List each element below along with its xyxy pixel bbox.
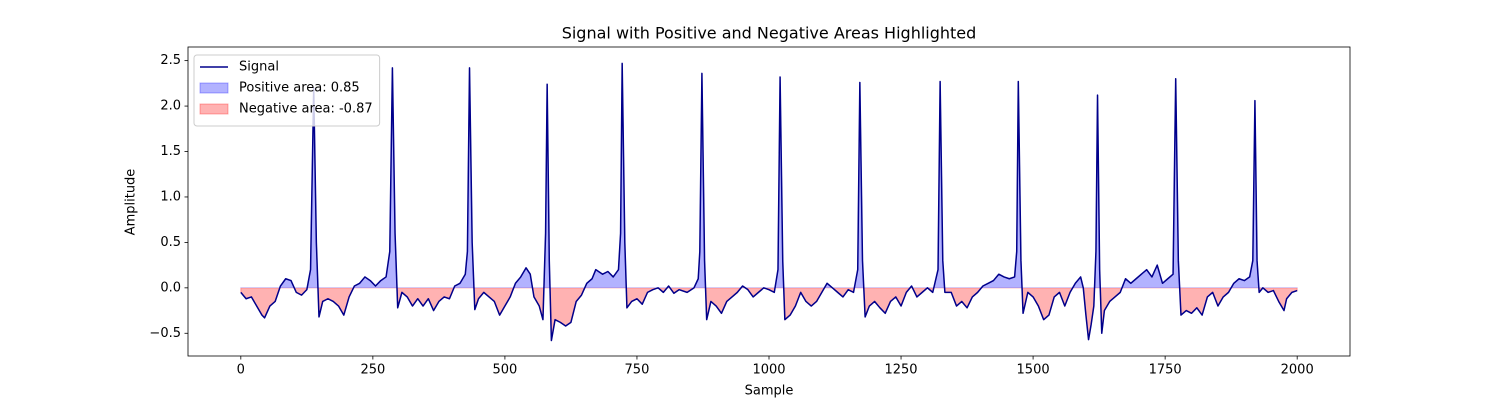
y-tick-label: 2.0 <box>160 99 181 114</box>
legend: Signal Positive area: 0.85 Negative area: … <box>193 54 381 127</box>
legend-box <box>193 54 381 127</box>
y-tick-label: 1.5 <box>160 144 181 159</box>
x-tick-label: 250 <box>360 363 385 378</box>
y-tick-label: 2.5 <box>160 53 181 68</box>
x-tick-label: 2000 <box>1281 363 1314 378</box>
y-tick-label: −0.5 <box>149 326 181 341</box>
x-tick-label: 500 <box>492 363 517 378</box>
legend-patch <box>199 103 229 115</box>
y-axis-label: Amplitude <box>124 169 139 236</box>
legend-label: Signal <box>239 60 279 75</box>
x-tick-label: 1250 <box>884 363 917 378</box>
y-tick-label: 0.0 <box>160 280 181 295</box>
x-tick-label: 0 <box>237 363 245 378</box>
x-tick-label: 1750 <box>1149 363 1182 378</box>
legend-label: Positive area: 0.85 <box>239 81 360 96</box>
y-tick-label: 1.0 <box>160 189 181 204</box>
x-tick-label: 1000 <box>752 363 785 378</box>
x-tick-label: 750 <box>625 363 650 378</box>
signal-line <box>240 62 1298 342</box>
x-axis-label: Sample <box>745 384 794 399</box>
x-tick-label: 1500 <box>1017 363 1050 378</box>
chart-title: Signal with Positive and Negative Areas … <box>562 24 977 43</box>
legend-patch <box>199 82 229 94</box>
legend-label: Negative area: -0.87 <box>239 102 373 117</box>
y-tick-label: 0.5 <box>160 235 181 250</box>
